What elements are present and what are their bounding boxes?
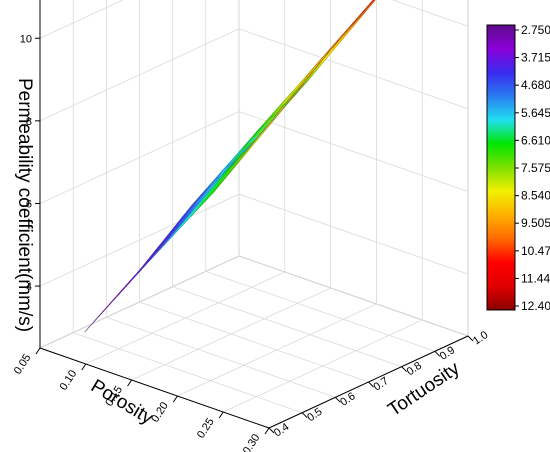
colorbar-tick-label: 11.44 <box>521 271 550 285</box>
y-tick-mark <box>401 366 408 373</box>
colorbar-tick-label: 6.610 <box>521 133 550 147</box>
x-tick-label: 0.10 <box>58 368 80 393</box>
axis-panes <box>38 0 470 429</box>
x-axis-line <box>39 347 270 429</box>
z-tick-label: 10 <box>20 33 32 45</box>
y-tick-label: 1.0 <box>471 329 490 348</box>
y-gridline <box>105 0 336 398</box>
colorbar-tick-label: 8.540 <box>521 189 550 203</box>
y-tick-mark <box>301 412 308 419</box>
y-tick-mark <box>334 396 341 403</box>
colorbar-tick-label: 12.40 <box>521 299 550 313</box>
y-tick-mark <box>368 381 374 388</box>
z-tick-label: 6 <box>26 198 32 210</box>
colorbar-tick-label: 10.47 <box>521 244 550 258</box>
x-tick-label: 0.05 <box>12 352 34 377</box>
x-tick-mark <box>172 395 178 403</box>
x-tick-mark <box>264 427 270 435</box>
colorbar-ticks: 2.750 3.715 4.680 5.645 6.610 7.575 8.540 9.505… <box>515 23 550 313</box>
colorbar-tick-label: 3.715 <box>521 51 550 65</box>
colorbar-tick-label: 2.750 <box>521 23 550 37</box>
colorbar-bar <box>486 24 516 311</box>
colorbar-tick-label: 9.505 <box>521 216 550 230</box>
z-axis-label: Permeability coefficient(mm/s) <box>14 78 35 332</box>
y-gridline <box>205 0 435 352</box>
y-tick-mark <box>467 335 474 342</box>
z-tick-label: 4 <box>26 281 32 293</box>
mesh-line <box>148 80 309 262</box>
x-tick-mark <box>35 347 41 355</box>
mesh-line <box>84 152 245 332</box>
colorbar-tick-label: 5.645 <box>521 106 550 120</box>
surface-mesh <box>84 0 376 333</box>
x-tick-mark <box>127 379 133 387</box>
mesh-line <box>190 0 374 207</box>
x-tick-label: 0.30 <box>241 432 263 452</box>
mesh-line <box>137 50 331 273</box>
colorbar-tick-label: 7.575 <box>521 161 550 175</box>
mesh-line <box>84 115 278 332</box>
colorbar-tick-label: 4.680 <box>521 78 550 92</box>
y-tick-mark <box>434 350 441 357</box>
y-gridline <box>172 0 402 368</box>
x-tick-label: 0.25 <box>195 416 217 441</box>
mesh-line <box>243 0 376 154</box>
x-tick-mark <box>81 363 87 371</box>
y-gridline <box>238 0 469 337</box>
x-tick-mark <box>218 411 224 419</box>
y-gridline <box>72 0 303 414</box>
colorbar: 2.750 3.715 4.680 5.645 6.610 7.575 8.540 9.505… <box>486 23 550 313</box>
z-tick-label: 8 <box>26 116 32 128</box>
mesh-line <box>277 0 374 117</box>
y-tick-mark <box>268 427 275 434</box>
y-gridline <box>139 0 369 383</box>
